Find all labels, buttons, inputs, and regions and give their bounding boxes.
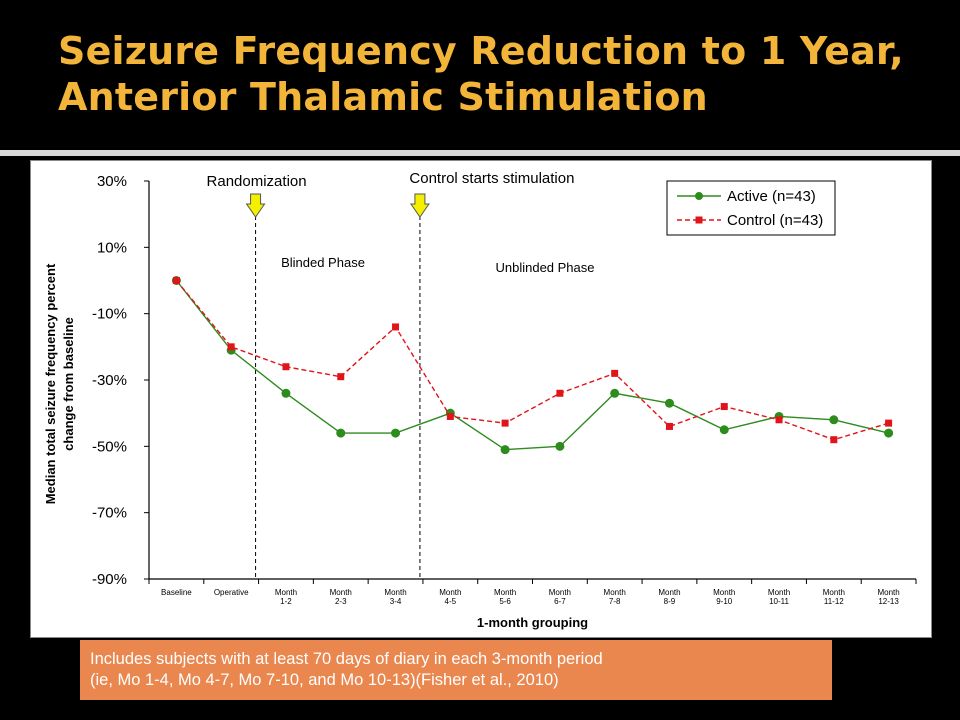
y-axis-title-line1: Median total seizure frequency percent: [43, 263, 58, 504]
slide-title-line1: Seizure Frequency Reduction to 1 Year,: [58, 29, 904, 73]
x-tick-label: 12-13: [878, 597, 899, 606]
series-line-active: [175, 280, 889, 451]
x-axis-title: 1-month grouping: [477, 615, 588, 630]
data-point-control: [227, 343, 235, 351]
y-tick-label: 10%: [97, 239, 127, 256]
legend-box: [666, 180, 836, 236]
event-arrow-icon: [409, 193, 430, 218]
legend-label: Active (n=43): [727, 188, 816, 205]
series-line-control: [175, 280, 889, 441]
data-point-control: [392, 323, 400, 331]
data-point-control: [172, 277, 180, 284]
x-tick-label: Baseline: [161, 588, 192, 597]
x-tick-label: 3-4: [390, 597, 402, 606]
x-tick-label: 9-10: [716, 597, 733, 606]
slide-title-line2: Anterior Thalamic Stimulation: [58, 75, 708, 119]
x-tick-label: 5-6: [499, 597, 511, 606]
data-point-active: [664, 398, 674, 408]
data-point-active: [829, 415, 839, 425]
legend-marker: [695, 216, 703, 224]
data-point-control: [830, 436, 838, 444]
x-tick-label: Operative: [214, 588, 249, 597]
data-point-active: [719, 425, 729, 435]
data-point-control: [885, 419, 893, 427]
x-tick-label: Month: [768, 588, 790, 597]
x-tick-label: Month: [384, 588, 406, 597]
x-tick-label: Month: [604, 588, 626, 597]
slide-title: Seizure Frequency Reduction to 1 Year, A…: [58, 28, 938, 120]
data-point-active: [610, 388, 620, 398]
x-tick-label: Month: [823, 588, 845, 597]
phase-label: Unblinded Phase: [495, 260, 594, 275]
footnote-line1: Includes subjects with at least 70 days …: [90, 650, 603, 668]
x-tick-label: 2-3: [335, 597, 347, 606]
footnote-line2: (ie, Mo 1-4, Mo 4-7, Mo 7-10, and Mo 10-…: [90, 671, 559, 689]
footnote-box: Includes subjects with at least 70 days …: [80, 640, 832, 700]
x-tick-label: 1-2: [280, 597, 292, 606]
y-tick-label: -70%: [92, 505, 127, 522]
x-tick-label: Month: [549, 588, 571, 597]
data-point-control: [501, 419, 509, 427]
x-tick-label: Month: [330, 588, 352, 597]
y-tick-label: -90%: [92, 571, 127, 588]
x-tick-label: 6-7: [554, 597, 566, 606]
x-tick-label: 7-8: [609, 597, 621, 606]
y-axis-title-line2: change from baseline: [61, 317, 76, 451]
x-tick-label: 8-9: [664, 597, 676, 606]
data-point-control: [446, 412, 454, 420]
phase-label: Blinded Phase: [281, 255, 365, 270]
chart-panel: 30% 10% -10% -30% -50% -70% -90% Baseline Operat…: [30, 160, 932, 638]
x-tick-label: Month: [439, 588, 461, 597]
data-point-active: [555, 441, 565, 451]
event-arrow-icon: [245, 193, 266, 218]
data-point-control: [282, 363, 290, 371]
data-point-active: [281, 388, 291, 398]
data-point-control: [775, 416, 783, 424]
data-point-active: [884, 428, 894, 438]
x-tick-label: 11-12: [824, 597, 844, 606]
x-tick-label: Month: [658, 588, 680, 597]
title-divider: [0, 150, 960, 156]
y-tick-label: -30%: [92, 372, 127, 389]
x-tick-label: 10-11: [769, 597, 789, 606]
legend-marker: [695, 192, 703, 200]
x-tick-label: 4-5: [445, 597, 457, 606]
data-point-active: [500, 445, 510, 455]
data-point-control: [556, 389, 564, 397]
event-label: Control starts stimulation: [409, 170, 574, 187]
data-point-active: [391, 428, 401, 438]
data-point-control: [720, 403, 728, 411]
legend-label: Control (n=43): [727, 212, 823, 229]
x-tick-label: Month: [713, 588, 735, 597]
x-tick-label: Month: [275, 588, 297, 597]
y-tick-label: -10%: [92, 306, 127, 323]
y-tick-label: -50%: [92, 438, 127, 455]
x-tick-label: Month: [877, 588, 899, 597]
x-tick-label: Month: [494, 588, 516, 597]
y-tick-label: 30%: [97, 173, 127, 190]
data-point-control: [337, 373, 345, 381]
data-point-control: [611, 369, 619, 377]
line-chart: 30% 10% -10% -30% -50% -70% -90% Baseline Operat…: [43, 170, 917, 630]
data-point-active: [336, 428, 346, 438]
event-label: Randomization: [207, 173, 307, 190]
data-point-control: [665, 422, 673, 430]
